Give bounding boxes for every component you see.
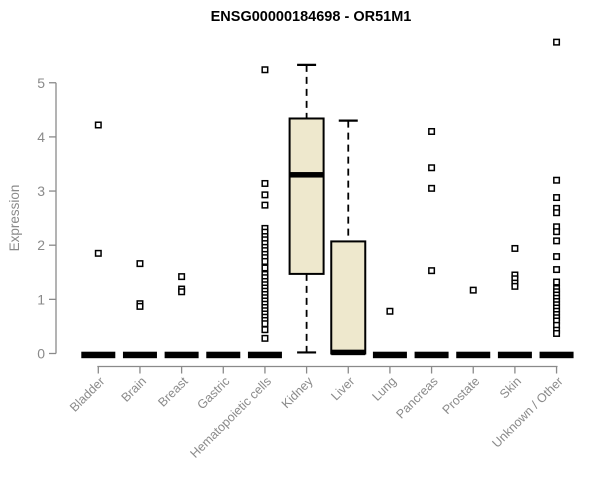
median-line: [289, 172, 324, 178]
collapsed-box: [247, 351, 282, 359]
outlier-point: [428, 127, 436, 135]
collapsed-box: [206, 351, 241, 359]
outlier-point: [428, 267, 436, 275]
box: [288, 117, 325, 275]
collapsed-box: [164, 351, 199, 359]
x-tick-label: Kidney: [279, 374, 316, 411]
outlier-point: [136, 260, 144, 268]
outlier-point: [94, 121, 102, 129]
outlier-point: [428, 184, 436, 192]
outlier-point: [553, 194, 561, 202]
outlier-point: [553, 237, 561, 245]
collapsed-box: [497, 351, 532, 359]
outlier-point: [261, 179, 269, 187]
chart-title: ENSG00000184698 - OR51M1: [211, 9, 412, 25]
outlier-point: [428, 164, 436, 172]
outlier-point: [261, 66, 269, 74]
x-tick-label: Unknown / Other: [489, 374, 565, 450]
outlier-point: [261, 334, 269, 342]
outlier-point: [553, 278, 561, 286]
outlier-point: [553, 329, 561, 337]
outlier-point: [178, 273, 186, 281]
x-tick-label: Hematopoietic cells: [188, 374, 275, 461]
box: [330, 240, 367, 355]
collapsed-box: [456, 351, 491, 359]
x-tick-label: Skin: [497, 374, 524, 401]
x-tick-label: Liver: [328, 374, 357, 403]
outlier-point: [261, 326, 269, 334]
outlier-point: [553, 266, 561, 274]
plot-area: 0 1 2 3 4 5 Bladder Brain Breast GastricHematopoi…: [37, 38, 574, 461]
x-tick-label: Prostate: [440, 374, 483, 417]
outlier-point: [178, 288, 186, 296]
outlier-point: [553, 38, 561, 46]
outlier-point: [511, 244, 519, 252]
outlier-point: [553, 209, 561, 217]
y-tick-label: 3: [37, 183, 45, 199]
outlier-point: [511, 282, 519, 290]
y-tick-label: 4: [37, 129, 45, 145]
y-tick-label: 5: [37, 75, 45, 91]
y-tick-label: 1: [37, 291, 45, 307]
outlier-point: [553, 253, 561, 261]
outlier-point: [553, 176, 561, 184]
x-tick-label: Pancreas: [393, 374, 440, 421]
outlier-point: [261, 201, 269, 209]
y-tick-label: 2: [37, 237, 45, 253]
x-tick-label: Gastric: [195, 374, 233, 412]
x-tick-label: Breast: [155, 374, 191, 410]
x-tick-label: Lung: [369, 374, 399, 404]
y-tick-label: 0: [37, 346, 45, 362]
outlier-point: [261, 257, 269, 265]
x-tick-label: Bladder: [67, 374, 107, 414]
y-axis-label: Expression: [7, 185, 22, 252]
collapsed-box: [414, 351, 449, 359]
median-line: [331, 349, 366, 356]
outlier-point: [94, 249, 102, 257]
collapsed-box: [372, 351, 407, 359]
outlier-point: [136, 302, 144, 310]
collapsed-box: [81, 351, 116, 359]
outlier-point: [261, 191, 269, 199]
collapsed-box: [539, 351, 574, 359]
outlier-point: [469, 286, 477, 294]
outlier-point: [553, 228, 561, 236]
outlier-point: [386, 307, 394, 315]
x-tick-label: Brain: [119, 374, 150, 405]
collapsed-box: [122, 351, 157, 359]
outlier-point: [261, 264, 269, 272]
outlier-point: [261, 320, 269, 328]
